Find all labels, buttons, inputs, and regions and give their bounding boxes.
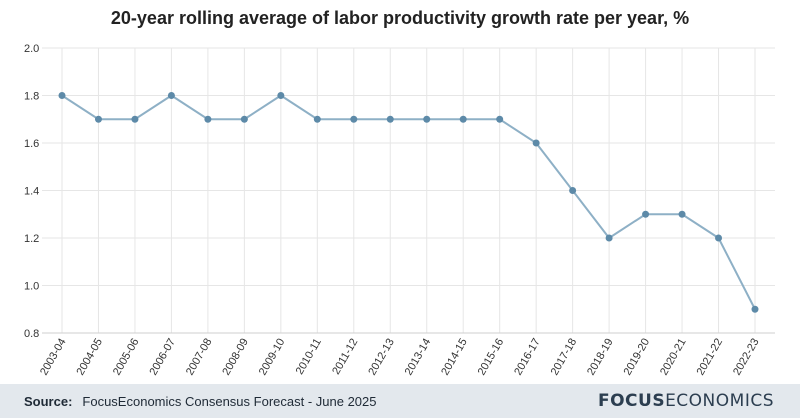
- x-tick-label: 2009-10: [257, 337, 288, 378]
- data-point: [569, 187, 577, 194]
- x-tick-label: 2008-09: [220, 337, 251, 378]
- y-tick-label: 1.2: [24, 233, 39, 245]
- footer-bar: Source: FocusEconomics Consensus Forecast…: [0, 384, 800, 418]
- x-tick-label: 2006-07: [147, 337, 178, 378]
- x-tick-label: 2011-12: [330, 337, 360, 377]
- data-point: [751, 305, 759, 313]
- x-tick-label: 2019-20: [622, 337, 653, 378]
- x-tick-label: 2022-23: [731, 337, 762, 378]
- data-point: [715, 234, 723, 242]
- data-point: [605, 234, 613, 242]
- x-tick-label: 2004-05: [74, 337, 105, 378]
- source-note: Source: FocusEconomics Consensus Forecast…: [24, 394, 377, 409]
- y-tick-label: 1.0: [24, 281, 39, 293]
- x-tick-label: 2017-18: [549, 337, 580, 378]
- logo-light-text: ECONOMICS: [665, 391, 774, 411]
- x-tick-label: 2013-14: [403, 337, 434, 378]
- x-tick-label: 2007-08: [184, 337, 215, 378]
- data-point: [94, 115, 102, 123]
- chart-title: 20-year rolling average of labor product…: [110, 8, 690, 28]
- x-tick-label: 2012-13: [366, 337, 397, 378]
- y-tick-label: 1.6: [24, 138, 39, 150]
- x-tick-label: 2021-22: [695, 337, 726, 378]
- source-label: Source:: [24, 394, 73, 409]
- x-tick-label: 2014-15: [439, 337, 470, 378]
- y-tick-label: 0.8: [24, 328, 39, 340]
- data-point: [678, 210, 686, 218]
- y-tick-label: 1.4: [24, 186, 39, 198]
- data-point: [386, 115, 394, 123]
- data-point: [240, 115, 248, 123]
- data-point: [313, 115, 321, 123]
- data-point: [131, 115, 139, 123]
- data-point: [642, 210, 650, 218]
- y-tick-label: 2.0: [24, 43, 39, 55]
- x-tick-label: 2020-21: [658, 337, 689, 378]
- data-point: [496, 115, 504, 123]
- x-tick-label: 2015-16: [476, 337, 507, 378]
- x-tick-label: 2016-17: [512, 337, 543, 378]
- line-chart: 0.8 1.0 1.2 1.4 1.6 1.8 2.0 2003-04 2004-05 2005-…: [24, 43, 775, 378]
- x-tick-label: 2010-11: [294, 337, 324, 377]
- data-point: [167, 92, 175, 99]
- data-point: [58, 92, 66, 99]
- y-tick-label: 1.8: [24, 91, 39, 103]
- logo-bold-text: FOCUS: [597, 391, 666, 411]
- data-point: [423, 115, 431, 123]
- source-text: FocusEconomics Consensus Forecast - June…: [82, 394, 377, 409]
- data-point: [350, 115, 358, 123]
- data-point: [459, 115, 467, 123]
- data-point: [204, 115, 212, 123]
- data-point: [532, 139, 540, 147]
- x-tick-label: 2018-19: [585, 337, 616, 378]
- x-tick-label: 2005-06: [111, 337, 142, 378]
- focuseconomics-logo: FOCUSECONOMICS: [598, 391, 774, 411]
- series-line: [61, 94, 756, 310]
- x-tick-label: 2003-04: [38, 337, 69, 378]
- data-point: [277, 92, 285, 99]
